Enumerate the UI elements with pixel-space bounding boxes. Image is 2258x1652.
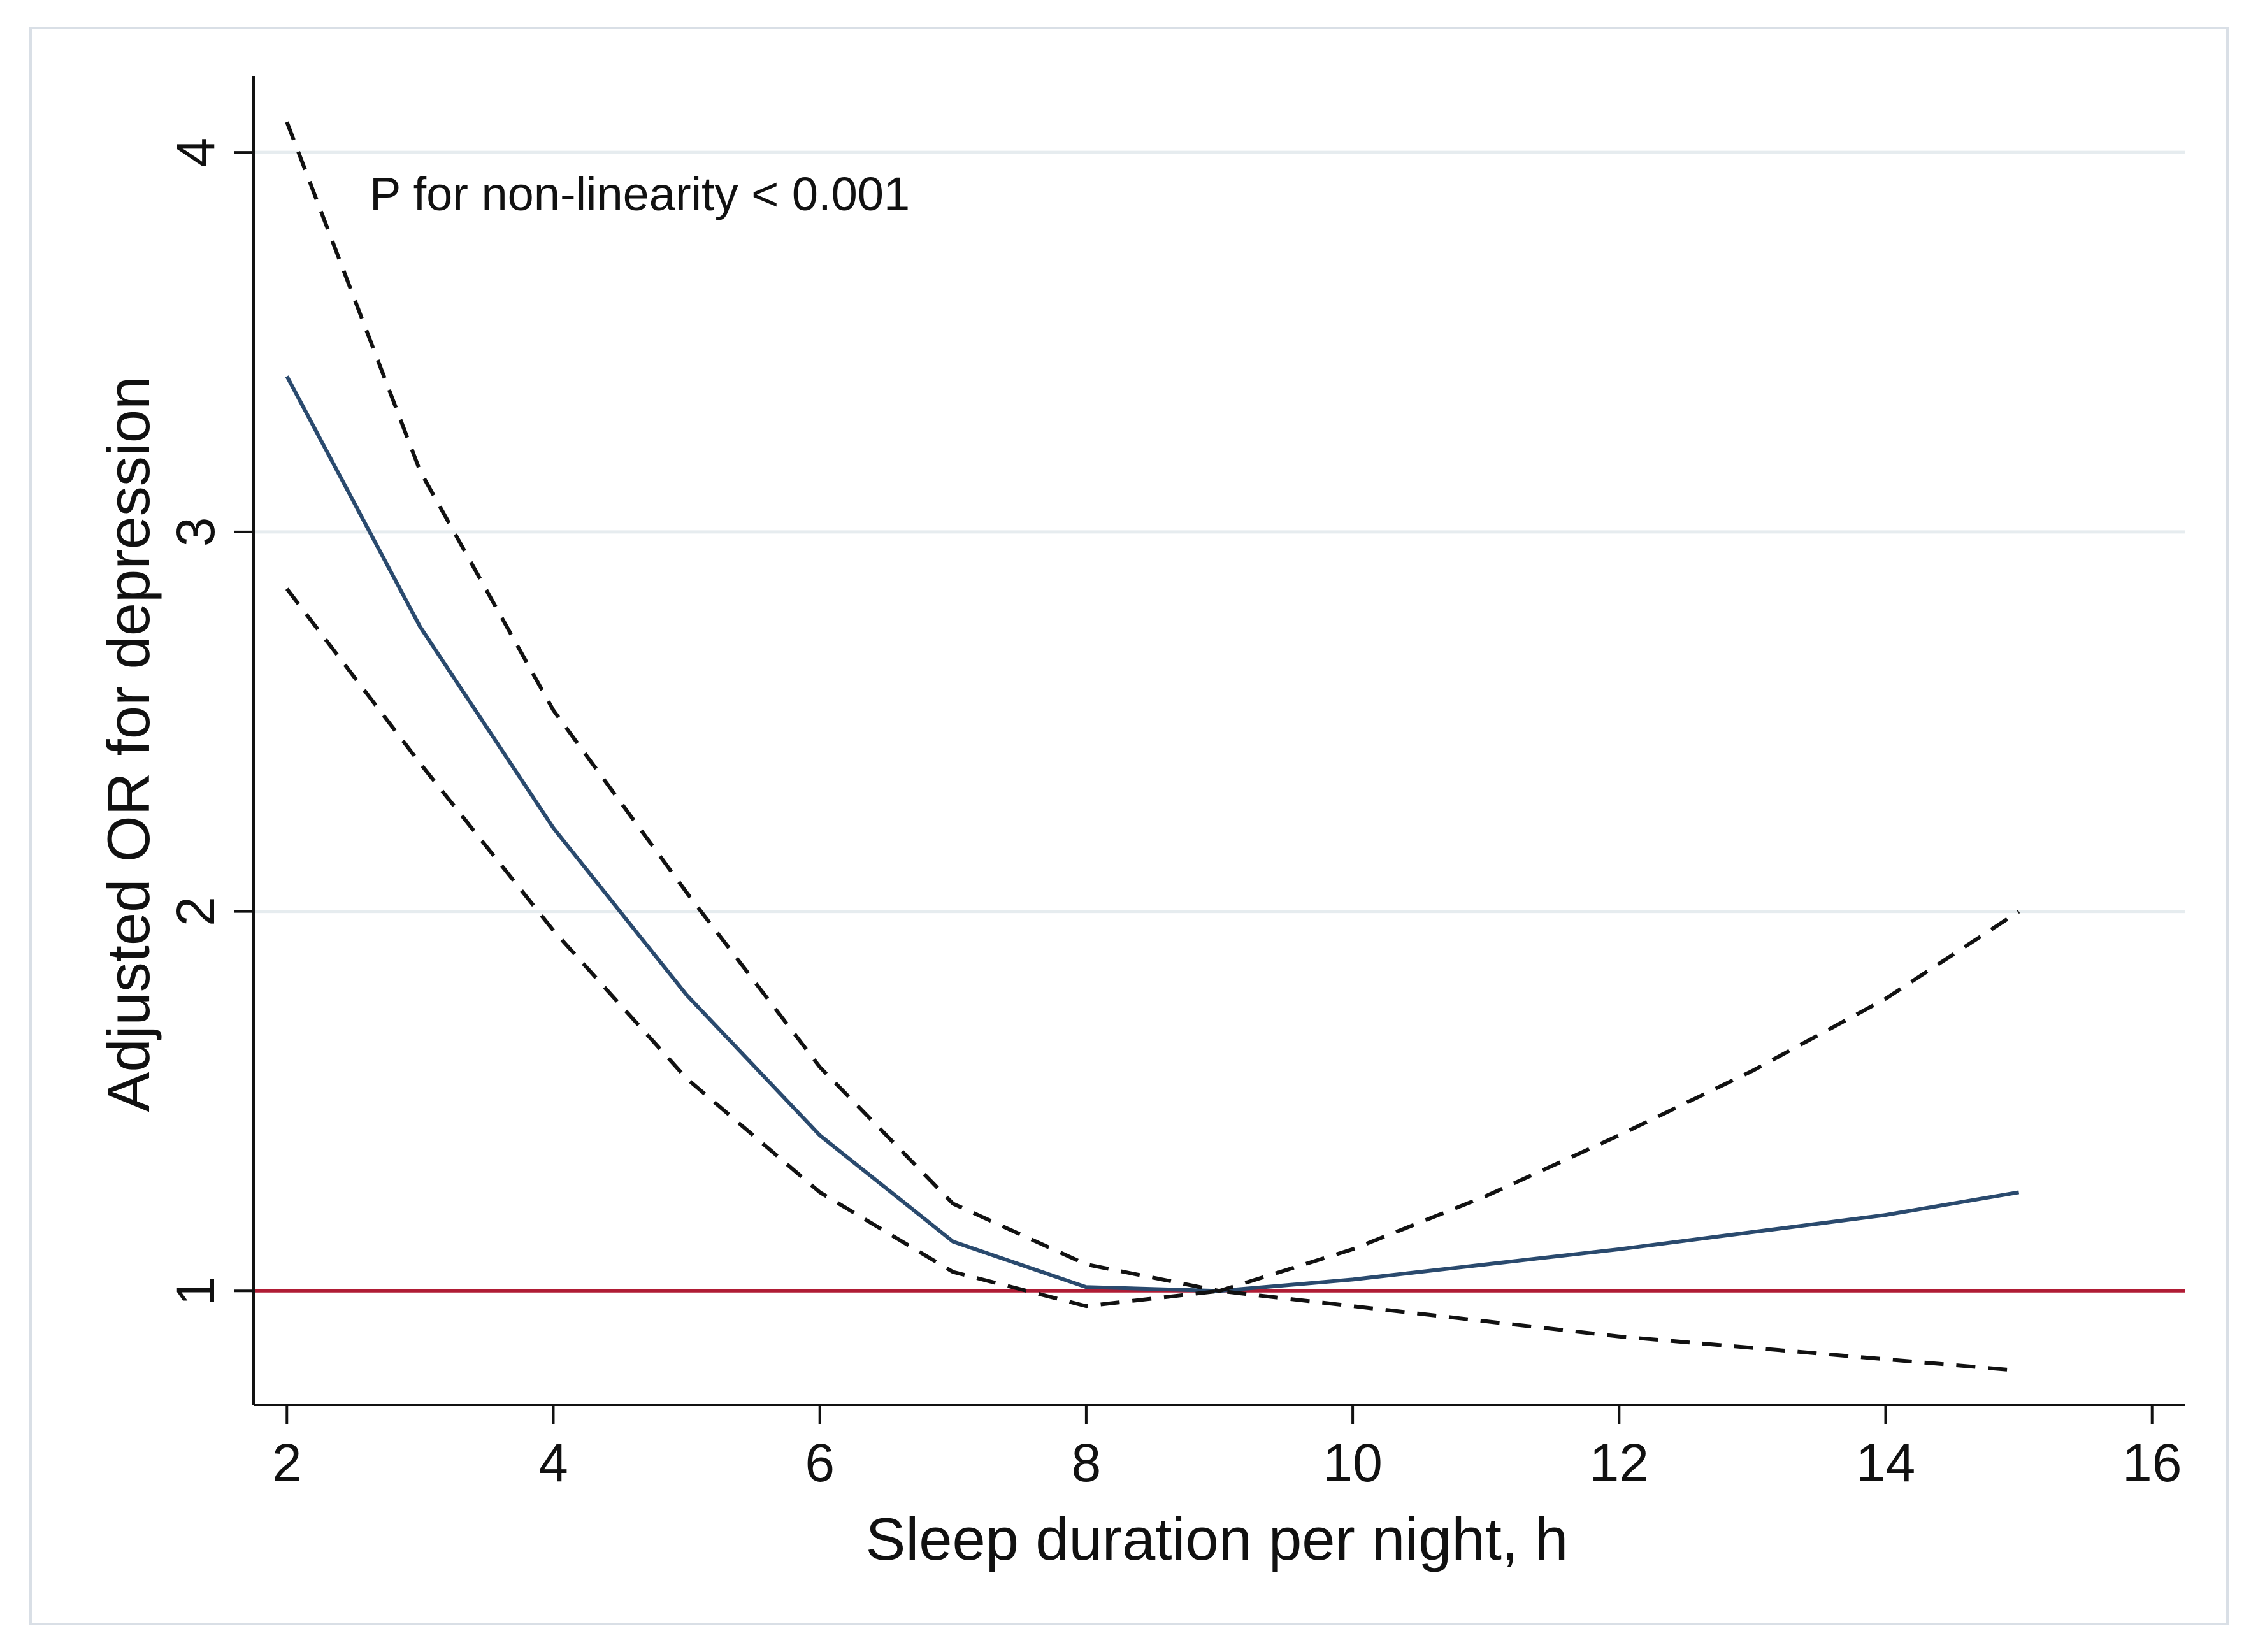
xtick-label-6: 6 <box>805 1433 835 1493</box>
ytick-label-1: 1 <box>166 1276 226 1306</box>
xtick-label-10: 10 <box>1323 1433 1382 1493</box>
ytick-label-3: 3 <box>166 517 226 547</box>
axes <box>252 76 2185 1406</box>
x-axis-label: Sleep duration per night, h <box>866 1505 1569 1572</box>
xtick-label-12: 12 <box>1590 1433 1649 1493</box>
annotation-nonlinearity: P for non-linearity < 0.001 <box>370 168 910 220</box>
series-upper-95-ci <box>285 121 2020 1293</box>
ytick-label-2: 2 <box>166 896 226 926</box>
grid-lines <box>254 150 2185 914</box>
series-adjusted-or <box>285 375 2020 1293</box>
ytick-label-4: 4 <box>166 138 226 168</box>
x-ticks: 2 4 6 8 10 12 14 16 <box>272 1405 2182 1493</box>
xtick-label-14: 14 <box>1856 1433 1915 1493</box>
y-axis-label: Adjusted OR for depression <box>95 377 162 1112</box>
y-ticks: 1 2 3 4 <box>166 138 254 1306</box>
series-layer <box>285 121 2020 1373</box>
xtick-label-2: 2 <box>272 1433 302 1493</box>
figure-border <box>29 27 2229 1625</box>
xtick-label-16: 16 <box>2122 1433 2182 1493</box>
xtick-label-8: 8 <box>1072 1433 1102 1493</box>
xtick-label-4: 4 <box>538 1433 568 1493</box>
